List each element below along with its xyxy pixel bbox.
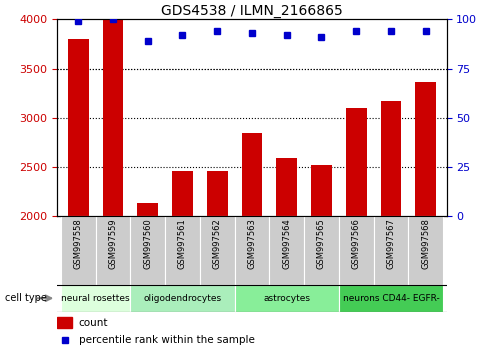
Text: GSM997558: GSM997558: [74, 218, 83, 269]
Bar: [200, 216, 235, 285]
Bar: [165, 216, 200, 285]
Bar: [61, 216, 96, 285]
Bar: [346, 108, 367, 216]
Bar: [276, 158, 297, 216]
Bar: [304, 216, 339, 285]
Text: GSM997566: GSM997566: [352, 218, 361, 269]
Bar: [96, 216, 130, 285]
Text: cell type: cell type: [5, 293, 47, 303]
Bar: [68, 39, 89, 216]
Text: neurons CD44- EGFR-: neurons CD44- EGFR-: [343, 294, 440, 303]
Text: astrocytes: astrocytes: [263, 294, 310, 303]
Text: GSM997568: GSM997568: [421, 218, 430, 269]
Bar: [381, 101, 401, 216]
Text: oligodendrocytes: oligodendrocytes: [143, 294, 222, 303]
Bar: [415, 82, 436, 216]
Text: GSM997559: GSM997559: [108, 218, 117, 269]
Text: GSM997561: GSM997561: [178, 218, 187, 269]
Text: GSM997564: GSM997564: [282, 218, 291, 269]
Text: GSM997560: GSM997560: [143, 218, 152, 269]
Bar: [130, 216, 165, 285]
Bar: [242, 133, 262, 216]
Text: neural rosettes: neural rosettes: [61, 294, 130, 303]
Bar: [172, 171, 193, 216]
Bar: [339, 216, 374, 285]
Bar: [235, 285, 339, 312]
Bar: [207, 171, 228, 216]
Text: GSM997562: GSM997562: [213, 218, 222, 269]
Text: GSM997565: GSM997565: [317, 218, 326, 269]
Bar: [311, 165, 332, 216]
Bar: [137, 203, 158, 216]
Bar: [235, 216, 269, 285]
Text: percentile rank within the sample: percentile rank within the sample: [79, 335, 254, 345]
Bar: [103, 19, 123, 216]
Bar: [269, 216, 304, 285]
Bar: [408, 216, 443, 285]
Bar: [61, 285, 130, 312]
Text: GSM997563: GSM997563: [248, 218, 256, 269]
Text: GSM997567: GSM997567: [387, 218, 396, 269]
Bar: [374, 216, 408, 285]
Text: count: count: [79, 318, 108, 328]
Bar: [130, 285, 235, 312]
Title: GDS4538 / ILMN_2166865: GDS4538 / ILMN_2166865: [161, 5, 343, 18]
Bar: [339, 285, 443, 312]
Bar: [57, 318, 72, 328]
